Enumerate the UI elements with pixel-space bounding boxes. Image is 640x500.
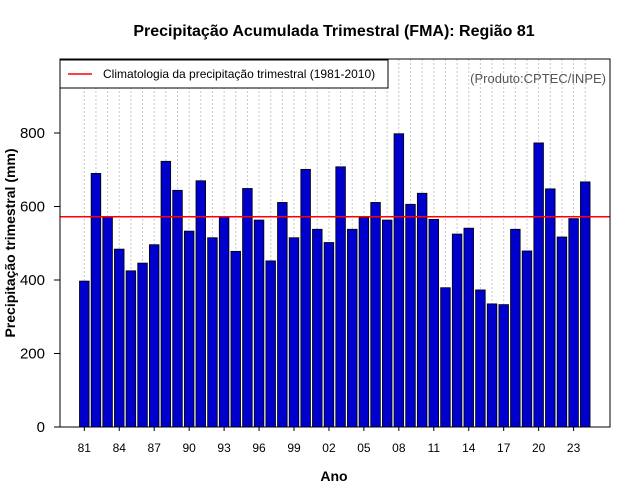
bar-2014 <box>463 227 474 428</box>
bar-1997 <box>265 260 276 428</box>
legend-box <box>59 59 389 89</box>
bar-2008 <box>393 133 405 428</box>
x-tick-label: 84 <box>113 441 127 455</box>
bar-2002 <box>323 242 335 428</box>
bar-series <box>79 133 591 428</box>
x-tick-label: 20 <box>532 441 546 455</box>
x-tick-label: 87 <box>148 441 162 455</box>
bar-1982 <box>90 173 102 428</box>
legend-climatology-label: Climatologia da precipitação trimestral … <box>103 67 375 81</box>
x-tick-label: 81 <box>78 441 92 455</box>
y-tick-label: 400 <box>20 272 45 289</box>
x-axis: 81 84 87 90 93 96 99 02 05 08 11 14 17 20 23 <box>78 427 581 455</box>
bar-2017 <box>498 304 509 428</box>
bar-2019 <box>521 250 533 428</box>
x-tick-label: 17 <box>497 441 511 455</box>
bar-1999 <box>288 237 300 428</box>
bar-2021 <box>545 188 556 428</box>
x-tick-label: 90 <box>182 441 196 455</box>
bar-2023 <box>568 218 579 428</box>
bar-1989 <box>172 189 183 428</box>
bar-1994 <box>230 250 241 428</box>
chart-title: Precipitação Acumulada Trimestral (FMA):… <box>133 23 534 40</box>
x-tick-label: 93 <box>217 441 231 455</box>
x-tick-label: 02 <box>322 441 336 455</box>
x-axis-title: Ano <box>320 468 347 484</box>
bar-2016 <box>486 303 498 428</box>
bar-2024 <box>580 181 591 428</box>
bar-2018 <box>510 228 521 428</box>
bar-1987 <box>148 244 160 428</box>
bar-1991 <box>195 180 207 428</box>
x-tick-label: 99 <box>287 441 301 455</box>
bar-1988 <box>160 160 172 428</box>
bar-2022 <box>556 236 568 428</box>
x-tick-label: 11 <box>428 441 441 455</box>
x-tick-label: 14 <box>462 441 476 455</box>
legend: Climatologia da precipitação trimestral … <box>59 59 389 89</box>
bar-2009 <box>405 203 416 428</box>
bar-1984 <box>114 248 125 428</box>
bar-2020 <box>533 142 544 428</box>
bar-2000 <box>300 168 311 428</box>
y-tick-label: 200 <box>20 346 45 363</box>
bar-2012 <box>440 287 451 428</box>
bar-1996 <box>253 219 265 428</box>
bar-2001 <box>312 228 323 428</box>
bar-1992 <box>207 237 218 428</box>
bar-2003 <box>335 166 346 428</box>
plot-frame <box>59 58 611 428</box>
bar-2011 <box>428 218 440 428</box>
bar-2015 <box>475 289 486 428</box>
bar-1986 <box>137 262 148 428</box>
y-tick-label: 600 <box>20 199 45 216</box>
bar-1983 <box>102 216 113 428</box>
bar-1990 <box>183 230 195 428</box>
bar-1985 <box>125 270 137 428</box>
x-tick-label: 08 <box>392 441 406 455</box>
bar-2007 <box>381 219 393 428</box>
bar-1995 <box>242 188 253 428</box>
bar-2013 <box>451 233 463 428</box>
bar-2006 <box>370 202 381 428</box>
bar-1981 <box>79 280 90 428</box>
y-tick-label: 0 <box>37 419 45 436</box>
bar-2005 <box>358 217 370 428</box>
bar-1998 <box>277 202 288 428</box>
y-axis: 0 200 400 600 800 <box>20 125 60 436</box>
vertical-gridlines <box>83 59 586 427</box>
product-credit: (Produto:CPTEC/INPE) <box>470 71 606 86</box>
bar-1993 <box>218 216 230 428</box>
bar-2004 <box>347 228 358 428</box>
x-tick-label: 96 <box>252 441 266 455</box>
x-tick-label: 05 <box>357 441 371 455</box>
bar-2010 <box>416 192 428 428</box>
y-axis-title: Precipitação trimestral (mm) <box>2 148 18 337</box>
x-tick-label: 23 <box>567 441 581 455</box>
y-tick-label: 800 <box>20 125 45 142</box>
